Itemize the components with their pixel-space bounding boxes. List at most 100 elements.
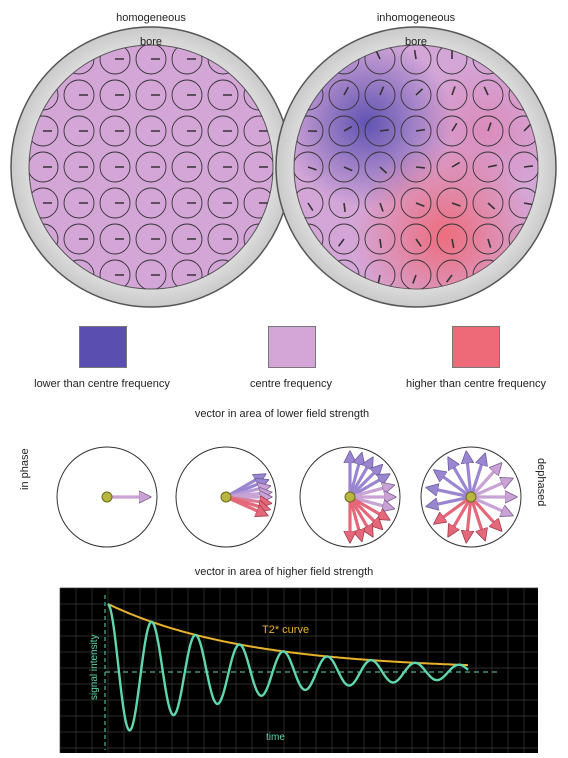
spin-circle [328, 223, 360, 255]
spin-circle [171, 223, 203, 255]
spin-circle [207, 79, 239, 111]
spin-circle [472, 187, 504, 219]
spin-vector [379, 166, 388, 174]
inhomogeneous-title: inhomogeneous [376, 12, 456, 24]
legend-higher-label: higher than centre frequency [405, 378, 547, 390]
spin-circle [29, 115, 59, 147]
spin-circle [328, 187, 360, 219]
swatch-higher [452, 326, 500, 368]
spin-circle [99, 79, 131, 111]
spin-circle [99, 45, 131, 75]
spin-circle [243, 187, 273, 219]
swatch-centre [268, 326, 316, 368]
bore-label-right: bore [404, 36, 428, 48]
spin-vector [379, 129, 390, 132]
spin-vector [343, 86, 350, 96]
spin-vector [451, 122, 458, 132]
spin-circle [135, 223, 167, 255]
spin-circle [207, 115, 239, 147]
spin-vector [415, 238, 422, 247]
spin-circle [472, 115, 504, 147]
spin-vector [379, 202, 384, 212]
spin-circle [436, 223, 468, 255]
spin-circle [400, 45, 432, 75]
spin-circle [29, 187, 59, 219]
spin-circle [364, 45, 396, 75]
spin-vector [487, 122, 492, 132]
spin-vector [451, 161, 461, 168]
spin-circle [207, 187, 239, 219]
spin-circle [29, 151, 59, 183]
spin-circle [171, 79, 203, 111]
spin-circle [63, 79, 95, 111]
spin-vector [415, 202, 425, 207]
spin-vector [483, 86, 489, 96]
spin-vector [343, 166, 353, 172]
spin-circle [99, 259, 131, 289]
spin-circle [400, 187, 432, 219]
legend-lower-label: lower than centre frequency [34, 378, 170, 390]
spin-circle [63, 115, 95, 147]
spin-vector [487, 202, 496, 210]
spin-vector [451, 202, 461, 207]
spin-circle [400, 115, 432, 147]
spin-circle [400, 79, 432, 111]
signal-intensity-label: signal intensity [89, 634, 100, 700]
lower-field-label: vector in area of lower field strength [194, 408, 370, 420]
swatch-lower [79, 326, 127, 368]
spin-circle [508, 187, 538, 219]
spin-circle [400, 223, 432, 255]
spin-vector [377, 274, 381, 284]
spin-circle [436, 45, 468, 75]
spin-circle [472, 79, 504, 111]
spin-circle [436, 115, 468, 147]
spin-circle [207, 223, 239, 255]
spin-vector [307, 166, 317, 171]
spin-circle [328, 79, 360, 111]
spin-vector [415, 88, 424, 96]
homogeneous-title: homogeneous [116, 12, 186, 24]
spin-circle [171, 259, 203, 289]
spin-circle [364, 79, 396, 111]
spin-circle [364, 115, 396, 147]
spin-circle [135, 115, 167, 147]
spin-vector [413, 49, 417, 60]
spin-circle [171, 115, 203, 147]
spin-circle [436, 79, 468, 111]
spin-vector [523, 165, 534, 168]
spin-circle [364, 223, 396, 255]
spin-circle [472, 151, 504, 183]
spin-circle [436, 259, 468, 289]
spin-vector [487, 238, 492, 248]
spin-circle [436, 151, 468, 183]
spin-circle [135, 187, 167, 219]
spin-vector [487, 164, 497, 168]
spin-circle [243, 151, 273, 183]
spin-circle [294, 115, 324, 147]
spin-vector [307, 202, 314, 212]
spin-circle [207, 151, 239, 183]
bore-label-left: bore [139, 36, 163, 48]
spin-vector [523, 124, 531, 132]
spin-circle [135, 259, 167, 289]
spin-circle [135, 45, 167, 75]
spin-circle [135, 151, 167, 183]
spin-circle [63, 187, 95, 219]
signal-curve [107, 603, 469, 732]
spin-circle [171, 151, 203, 183]
spin-circle [171, 45, 203, 75]
spin-circle [243, 115, 273, 147]
spin-circle [364, 259, 396, 289]
spin-vector [415, 128, 426, 132]
spin-circle [472, 223, 504, 255]
spin-circle [436, 187, 468, 219]
spin-circle [328, 151, 360, 183]
higher-field-label: vector in area of higher field strength [194, 566, 374, 578]
spin-vector [337, 238, 345, 247]
spin-vector [451, 86, 456, 96]
spin-circle [135, 79, 167, 111]
spin-vector [379, 86, 385, 96]
spin-vector [412, 274, 417, 284]
spin-circle [99, 187, 131, 219]
